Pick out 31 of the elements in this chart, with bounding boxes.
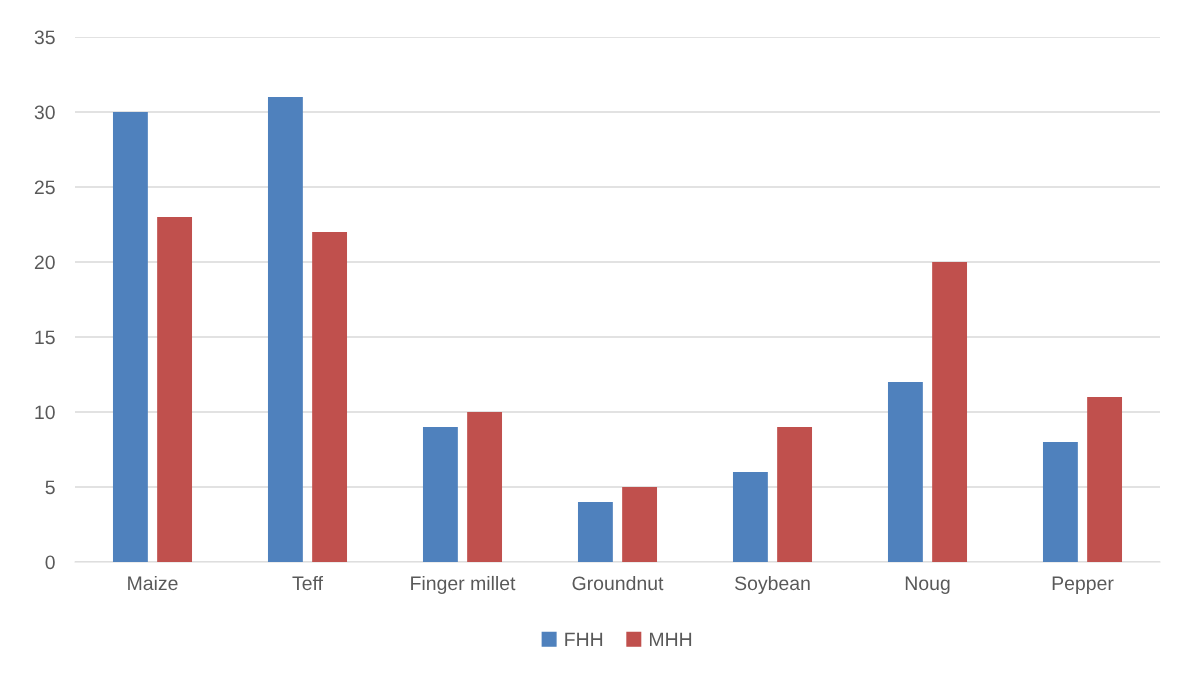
y-tick-label: 30: [34, 105, 55, 120]
x-tick-label: Teff: [292, 575, 324, 591]
bar: [622, 487, 658, 562]
bar: [887, 382, 923, 562]
bar: [732, 472, 768, 562]
bar: [422, 427, 458, 562]
legend-label: FHH: [565, 632, 603, 647]
y-tick-label: 25: [34, 180, 55, 195]
x-tick-label: Noug: [905, 576, 950, 595]
x-tick-label: Groundnut: [572, 575, 664, 591]
x-tick-label: Soybean: [735, 575, 810, 595]
bar: [577, 502, 613, 562]
bar: [1087, 397, 1123, 562]
bar: [1042, 442, 1078, 562]
legend-label: MHH: [649, 632, 692, 647]
bar: [777, 427, 813, 562]
bar: [267, 97, 303, 562]
y-tick-label: 35: [34, 30, 55, 45]
bar: [932, 262, 968, 562]
bar: [157, 217, 193, 562]
y-tick-label: 10: [35, 405, 55, 420]
bar: [112, 112, 148, 562]
y-tick-label: 15: [35, 330, 55, 345]
bar: [312, 232, 348, 562]
y-tick-label: 20: [34, 255, 55, 270]
x-tick-label: Pepper: [1052, 576, 1114, 595]
y-tick-label: 0: [45, 555, 55, 570]
x-tick-label: Maize: [128, 575, 178, 591]
bar: [467, 412, 503, 562]
x-tick-label: Finger millet: [411, 575, 516, 595]
y-tick-label: 5: [45, 480, 55, 495]
